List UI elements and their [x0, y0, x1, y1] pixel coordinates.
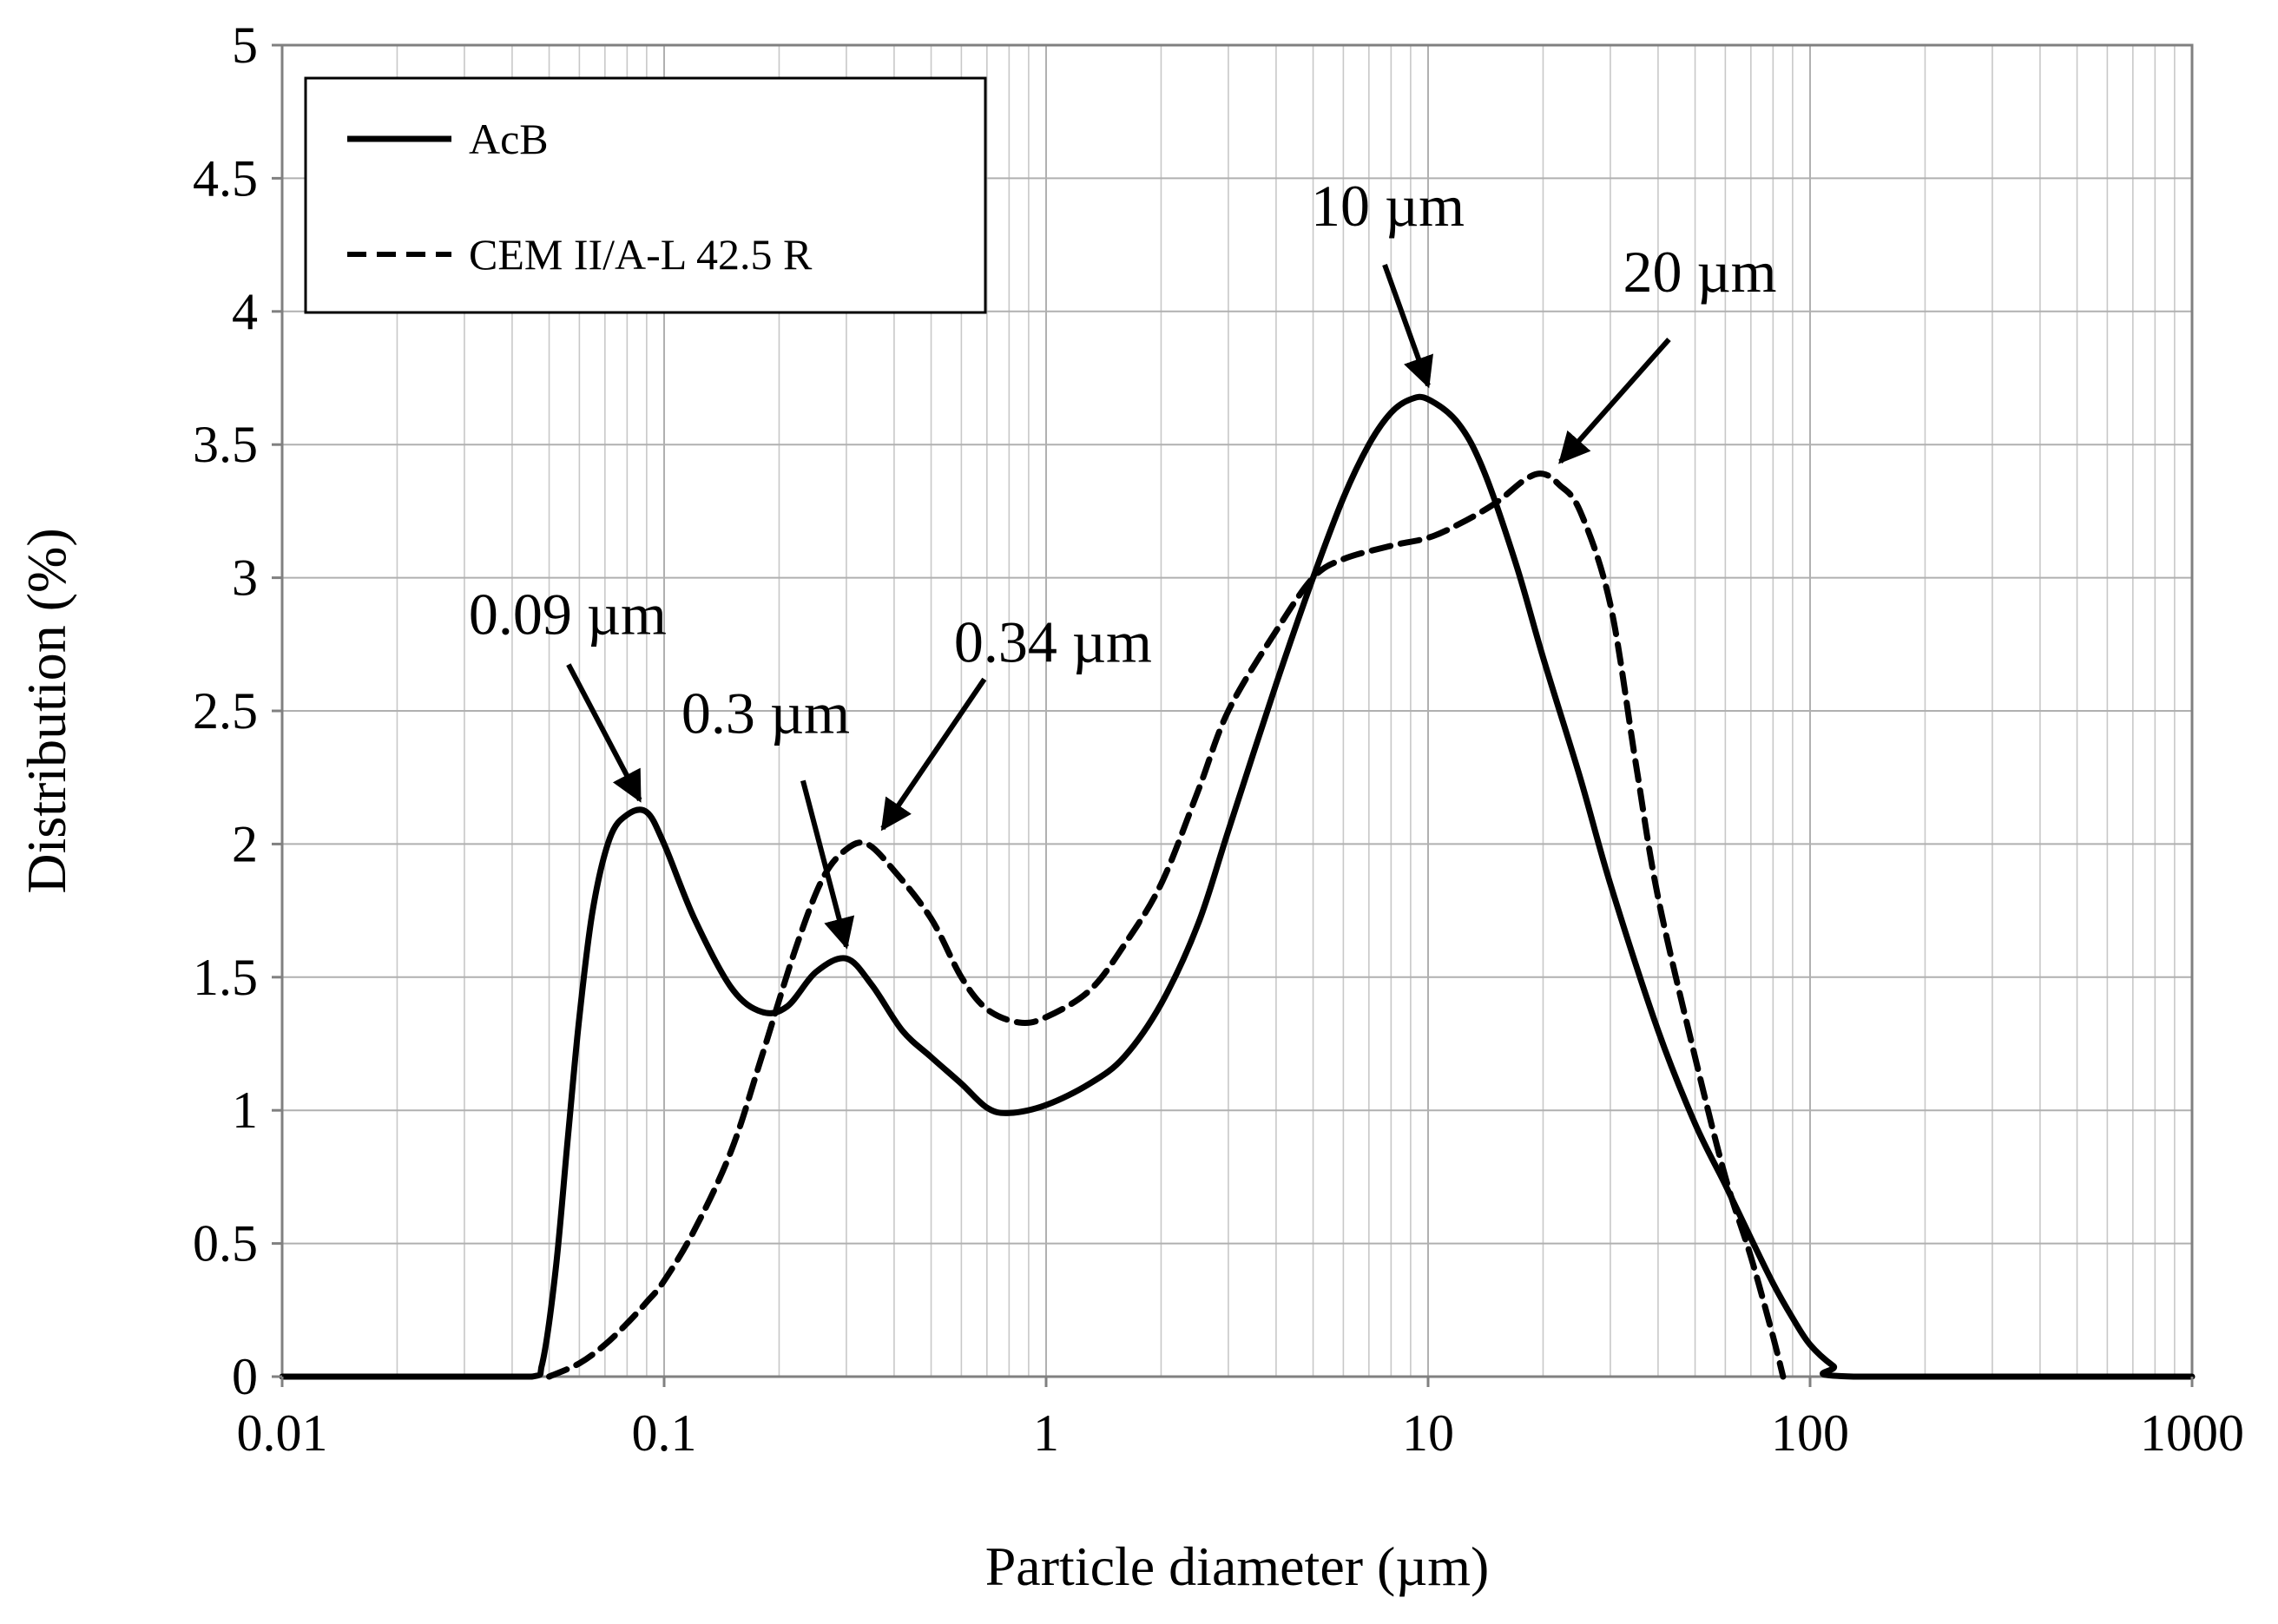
y-tick-label: 2.5 — [193, 682, 258, 740]
annotation-label: 20 µm — [1623, 239, 1776, 305]
x-tick-label: 10 — [1402, 1404, 1454, 1462]
series-layer — [279, 393, 2196, 1380]
annotation-arrow — [1558, 337, 1671, 464]
annotation-arrow — [566, 663, 642, 803]
x-tick-label: 100 — [1771, 1404, 1849, 1462]
y-tick-label: 4.5 — [193, 149, 258, 207]
annotation-label: 10 µm — [1311, 173, 1465, 239]
x-tick-label: 1 — [1033, 1404, 1059, 1462]
y-tick-label: 3.5 — [193, 416, 258, 473]
legend-label-acb: AcB — [469, 115, 549, 163]
y-tick-label: 1.5 — [193, 949, 258, 1006]
annotations: 0.09 µm0.3 µm 0.34 µm 10 µm 20 µm — [469, 173, 1777, 950]
annotation-arrow — [1382, 264, 1433, 389]
y-axis-title: Distribution (%) — [16, 528, 77, 893]
x-tick-label: 1000 — [2140, 1404, 2244, 1462]
y-tick-label: 3 — [232, 549, 258, 607]
annotation-label: 0.34 µm — [954, 608, 1152, 674]
legend: AcB CEM II/A-L 42.5 R — [304, 76, 987, 314]
series-line-cem — [546, 470, 1787, 1380]
x-tick-label: 0.1 — [632, 1404, 697, 1462]
annotation-label: 0.09 µm — [469, 582, 667, 648]
x-tick-label: 0.01 — [237, 1404, 328, 1462]
y-tick-label: 0.5 — [193, 1215, 258, 1272]
y-tick-label: 1 — [232, 1082, 258, 1139]
y-tick-label: 4 — [232, 283, 258, 340]
y-axis-ticks: 0 0.5 1 1.5 2 2.5 3 3.5 4 4.5 5 — [193, 16, 282, 1405]
annotation-label: 0.3 µm — [681, 680, 850, 746]
annotation-arrow — [880, 677, 987, 832]
y-tick-label: 5 — [232, 16, 258, 74]
y-tick-label: 0 — [232, 1348, 258, 1405]
y-tick-label: 2 — [232, 815, 258, 872]
series-line-acb — [279, 393, 2196, 1380]
x-axis-title: Particle diameter (µm) — [985, 1535, 1490, 1597]
legend-label-cem: CEM II/A-L 42.5 R — [469, 230, 813, 279]
annotation-arrow — [800, 779, 855, 950]
x-axis-ticks: 0.01 0.1 1 10 100 1000 — [237, 1377, 2244, 1462]
legend-box — [304, 76, 987, 314]
